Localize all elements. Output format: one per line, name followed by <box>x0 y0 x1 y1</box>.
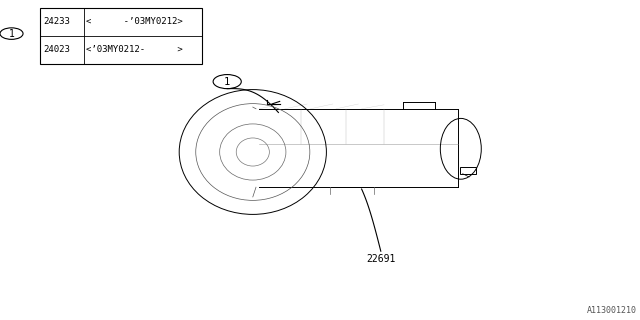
Bar <box>40 8 202 64</box>
Text: <’03MY0212-      >: <’03MY0212- > <box>86 45 183 54</box>
Text: 22691: 22691 <box>366 254 396 264</box>
Text: 24023: 24023 <box>43 45 70 54</box>
Bar <box>460 167 476 174</box>
Text: 1: 1 <box>224 76 230 87</box>
Text: A113001210: A113001210 <box>587 306 637 315</box>
Text: <      -’03MY0212>: < -’03MY0212> <box>86 18 183 27</box>
Text: 1: 1 <box>8 28 15 39</box>
Text: 24233: 24233 <box>43 18 70 27</box>
